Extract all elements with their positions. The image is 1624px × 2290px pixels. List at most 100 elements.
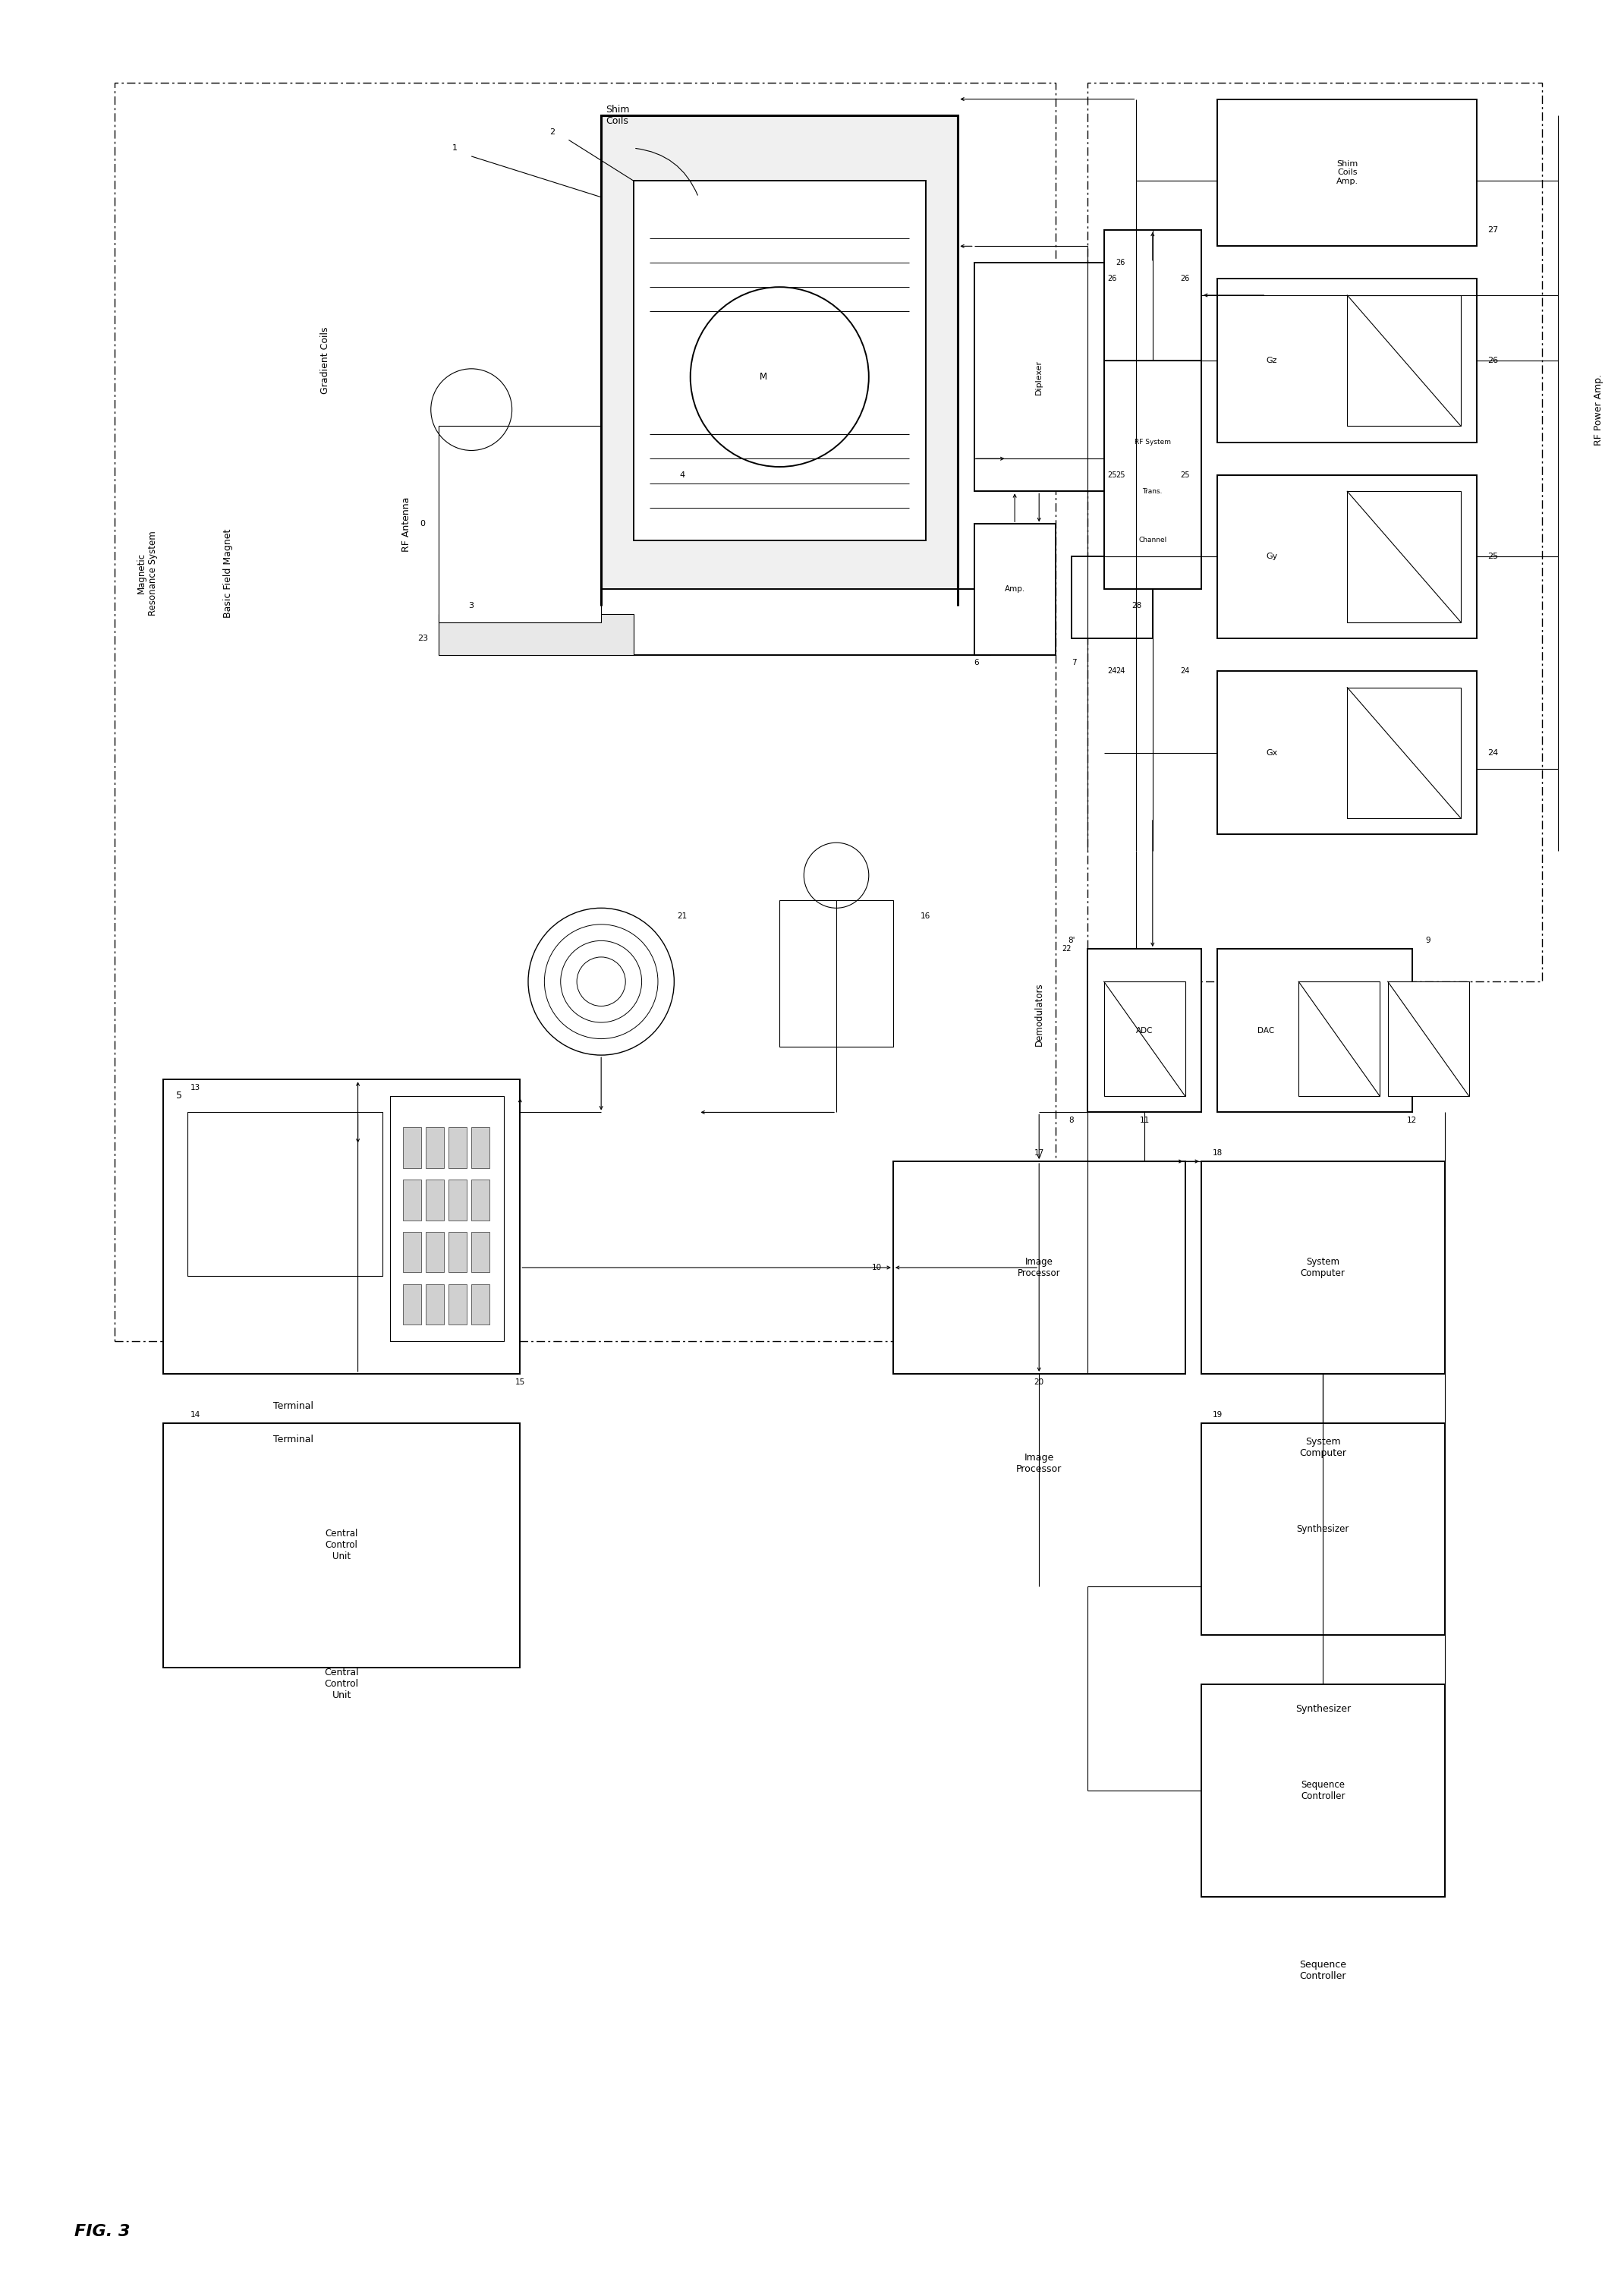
Bar xyxy=(1218,279,1476,442)
Bar xyxy=(425,1232,443,1273)
Text: 27: 27 xyxy=(1488,227,1499,234)
Bar xyxy=(448,1127,466,1168)
Bar xyxy=(1218,948,1413,1113)
Text: 0: 0 xyxy=(421,520,425,527)
Bar xyxy=(425,1179,443,1221)
Text: 18: 18 xyxy=(1213,1150,1223,1156)
Bar xyxy=(893,1161,1186,1374)
Bar xyxy=(780,900,893,1047)
Text: 25: 25 xyxy=(1488,552,1499,561)
Bar xyxy=(471,1285,489,1324)
Text: 12: 12 xyxy=(1406,1118,1418,1124)
Bar xyxy=(471,1127,489,1168)
Text: 9: 9 xyxy=(1426,937,1431,943)
Bar xyxy=(448,1232,466,1273)
Text: Amp.: Amp. xyxy=(1004,586,1025,593)
Bar xyxy=(187,1113,382,1276)
Text: M: M xyxy=(760,371,767,382)
Text: RF Power Amp.: RF Power Amp. xyxy=(1593,373,1603,444)
Text: 26: 26 xyxy=(1116,259,1125,266)
Text: 2: 2 xyxy=(551,128,555,135)
Text: 21: 21 xyxy=(677,911,687,921)
Text: 3: 3 xyxy=(469,602,474,609)
Bar xyxy=(164,1422,520,1667)
Bar xyxy=(1088,948,1202,1113)
Text: Central
Control
Unit: Central Control Unit xyxy=(325,1530,359,1562)
Text: 26: 26 xyxy=(1488,357,1499,364)
Bar xyxy=(448,1285,466,1324)
Text: 20: 20 xyxy=(1034,1379,1044,1385)
Bar xyxy=(403,1179,421,1221)
Text: 8: 8 xyxy=(1069,1118,1073,1124)
Bar xyxy=(438,426,601,623)
Text: Gz: Gz xyxy=(1267,357,1276,364)
Text: System
Computer: System Computer xyxy=(1301,1257,1345,1278)
Text: 25: 25 xyxy=(1181,472,1190,479)
Text: 24: 24 xyxy=(1181,666,1190,676)
Text: Shim
Coils
Amp.: Shim Coils Amp. xyxy=(1337,160,1358,185)
Bar xyxy=(1104,982,1186,1097)
Text: Magnetic
Resonance System: Magnetic Resonance System xyxy=(136,531,158,616)
Text: Sequence
Controller: Sequence Controller xyxy=(1299,1960,1346,1981)
Text: Basic Field Magnet: Basic Field Magnet xyxy=(222,529,234,618)
Bar xyxy=(425,1285,443,1324)
Text: DAC: DAC xyxy=(1257,1026,1275,1035)
Text: 14: 14 xyxy=(190,1411,201,1418)
Bar xyxy=(448,1179,466,1221)
Bar xyxy=(1104,229,1202,360)
Text: ADC: ADC xyxy=(1135,1026,1153,1035)
Text: 28: 28 xyxy=(1132,602,1142,609)
Bar xyxy=(974,524,1056,655)
Text: Demodulators: Demodulators xyxy=(1034,982,1044,1047)
Text: RF Antenna: RF Antenna xyxy=(401,497,411,552)
Text: 17: 17 xyxy=(1034,1150,1044,1156)
Bar xyxy=(403,1232,421,1273)
Text: 24: 24 xyxy=(1488,749,1499,756)
Bar xyxy=(1202,1422,1444,1635)
Bar xyxy=(1218,474,1476,639)
Text: 6: 6 xyxy=(974,660,979,666)
Bar xyxy=(1202,1683,1444,1896)
Text: 25: 25 xyxy=(1108,472,1117,479)
Bar xyxy=(115,82,1056,1342)
Text: 5: 5 xyxy=(177,1090,182,1101)
Bar xyxy=(1218,671,1476,834)
Text: Gradient Coils: Gradient Coils xyxy=(320,327,330,394)
Text: 13: 13 xyxy=(190,1083,201,1092)
Text: Gy: Gy xyxy=(1267,552,1278,561)
Text: 16: 16 xyxy=(921,911,931,921)
Text: FIG. 3: FIG. 3 xyxy=(75,2224,130,2240)
Text: 4: 4 xyxy=(679,472,685,479)
Text: Synthesizer: Synthesizer xyxy=(1296,1704,1351,1713)
Bar xyxy=(403,1285,421,1324)
Text: 19: 19 xyxy=(1213,1411,1223,1418)
Bar xyxy=(164,1079,520,1374)
Bar xyxy=(1218,98,1476,247)
Text: 24: 24 xyxy=(1108,666,1117,676)
Bar xyxy=(1348,492,1460,623)
Bar xyxy=(438,614,633,655)
Text: 26: 26 xyxy=(1108,275,1117,282)
Bar xyxy=(471,1232,489,1273)
Text: System
Computer: System Computer xyxy=(1299,1436,1346,1459)
Text: 26: 26 xyxy=(1181,275,1190,282)
Bar xyxy=(601,114,958,607)
Bar xyxy=(425,1127,443,1168)
Text: 23: 23 xyxy=(417,634,429,641)
Bar xyxy=(1088,82,1541,982)
Text: 7: 7 xyxy=(1072,660,1077,666)
Text: Trans.: Trans. xyxy=(1143,488,1163,495)
Bar xyxy=(568,589,991,655)
Text: Image
Processor: Image Processor xyxy=(1017,1454,1062,1475)
Text: 11: 11 xyxy=(1140,1118,1150,1124)
Bar xyxy=(403,1127,421,1168)
Bar xyxy=(1348,687,1460,818)
Bar xyxy=(1299,982,1380,1097)
Text: Image
Processor: Image Processor xyxy=(1018,1257,1060,1278)
Text: Terminal: Terminal xyxy=(273,1434,313,1445)
Bar xyxy=(390,1097,503,1342)
Text: Gx: Gx xyxy=(1267,749,1278,756)
Bar xyxy=(633,181,926,540)
Bar xyxy=(1202,1161,1444,1374)
Text: Shim
Coils: Shim Coils xyxy=(606,105,630,126)
